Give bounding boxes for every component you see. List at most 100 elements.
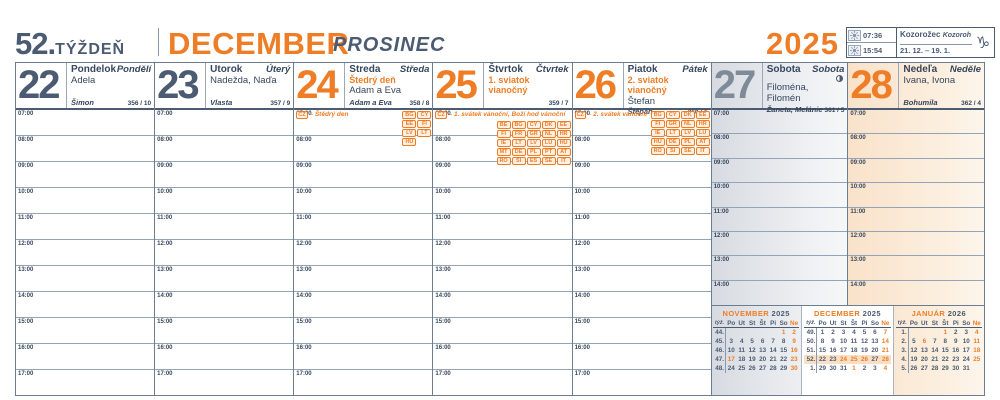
country-chip-SI: SI [665,147,680,155]
mini-cal-day: 6 [922,338,927,345]
alt-name-day-names: Vlasta [210,98,233,107]
hour-cell: 08:00 [155,135,294,161]
hour-label: 14:00 [18,293,34,299]
hour-cell: 13:00 [711,255,848,279]
hour-cell: 13:00 [294,265,433,291]
mini-cal-col-header: St [838,319,849,328]
country-code-chips: BG CY EE FI LV LT HU [402,111,432,146]
mini-cal-day [930,328,940,337]
mini-cal-day: 12 [748,347,756,354]
hour-cell: 08:00 [848,133,985,157]
day-name-sk: Štvrtok [488,64,523,75]
country-chip-AT: AT [556,148,571,157]
hour-cell: 10:00 [711,182,848,206]
hour-cell: 12:00 [848,230,985,255]
country-code-chips: BG CY DK EE FI GR NL HR IE LT LV LU HU DE PL AT RO SI SE IT [650,111,710,155]
mini-cal-col-header: Po [726,320,737,328]
hour-cell: 17:00 [294,369,433,395]
day-header-28: 28 Nedeľa Neděle Ivana, Ivona Bohumila 362 / … [848,63,985,110]
country-chip-PL: PL [526,148,541,157]
day-name-row: Nedeľa Neděle [903,64,981,75]
day-header-23: 23 Utorok Úterý Nadežda, Naďa Vlasta 357 / 9 [155,63,294,110]
mini-cal-day: 8 [781,338,786,345]
hour-label: 09:00 [18,163,34,169]
hour-label: 14:00 [435,293,451,299]
country-chip-LT: LT [417,129,432,137]
country-chip-CY: CY [665,111,680,119]
mini-cal-day: 11 [738,347,746,354]
mini-cal-day: 6 [760,338,765,345]
country-chip-DE: DE [665,138,680,146]
hour-cell: 11:00 [572,213,711,239]
hour-cell: 11:00 [155,213,294,239]
mini-cal-day: 20 [759,356,767,363]
day-name-row: Štvrtok Čtvrtek [488,64,568,75]
mini-calendar-title: JANUÁR 2026 [896,309,982,318]
hour-cell: 15:00 [433,317,572,343]
mini-calendars-panel: NOVEMBER 2025 týž. Po Ut St Št Pi So Ne 44. 1 2 45. 3… [711,305,984,395]
day-column-25: 25 Štvrtok Čtvrtek 1. sviatok vianočný 359 /… [432,63,572,395]
month-name-sk: DECEMBER [168,26,350,61]
country-chip-HU: HU [402,138,417,146]
mini-cal-week-number: 4. [896,355,909,364]
country-chip-SI: SI [511,157,526,166]
mini-cal-day: 17 [962,347,970,354]
mini-cal-col-header: týž. [895,320,909,328]
hour-label: 10:00 [18,189,34,195]
country-chip-LV: LV [526,139,541,148]
country-chip-GR: GR [665,120,680,128]
mini-cal-day: 23 [952,356,960,363]
mini-cal-day: 28 [880,355,891,364]
mini-cal-day: 29 [941,365,949,372]
hour-label: 11:00 [435,215,451,221]
mini-cal-day: 18 [850,347,858,354]
hour-label: 13:00 [435,267,451,273]
hour-cell: 14:00 [848,279,985,304]
hour-cell: 13:00 [572,265,711,291]
day-name-row: Utorok Úterý [210,64,290,75]
mini-cal-day: 28 [769,365,777,372]
country-chip-CY: CY [417,111,432,119]
mini-cal-day: 22 [817,355,828,364]
mini-calendar-year: 2025 [862,309,881,318]
mini-cal-col-header: Pi [859,319,870,328]
day-header-25: 25 Štvrtok Čtvrtek 1. sviatok vianočný 359 /… [433,63,572,110]
country-chip-RO: RO [650,147,665,155]
hour-grid-22: 07:00 08:00 09:00 10:00 11:00 12:00 13:00 14:00… [16,110,155,395]
mini-cal-day: 13 [920,347,928,354]
mini-cal-day: 24 [727,365,735,372]
mini-cal-col-header: St [746,319,758,328]
hour-cell: 14:00 [16,291,155,317]
zodiac-name-cz: Kozoroh [942,32,972,39]
day-of-year: 358 / 8 [409,100,430,107]
mini-cal-week-number: 51. [804,346,818,355]
hour-label: 15:00 [574,319,590,325]
country-chip-GR: GR [526,130,541,139]
country-chip-SE: SE [680,147,695,155]
mini-cal-day: 25 [973,356,981,363]
mini-cal-day: 20 [871,347,879,354]
name-day-names: Adam a Eva [349,85,402,97]
country-chip-DE: DE [511,148,526,157]
day-name-cz: Úterý [265,64,291,75]
mini-cal-day [736,328,746,337]
country-chip-DK: DK [541,121,556,130]
mini-cal-day: 15 [819,347,827,354]
mini-cal-day [747,328,757,337]
mini-cal-day: 16 [829,347,837,354]
mini-cal-day: 10 [962,338,970,345]
hour-label: 11:00 [18,215,34,221]
mini-calendar-year: 2025 [771,309,790,318]
country-chip-NL: NL [680,120,695,128]
mini-cal-day: 26 [859,355,870,364]
country-chip-IE: IE [496,139,511,148]
hour-cell: 16:00 [572,343,711,369]
hour-label: 08:00 [850,135,866,142]
mini-cal-day: 12 [910,347,918,354]
mini-cal-col-header: Po [817,320,828,328]
mini-calendar-grid: týž. Po Ut St Št Pi So Ne 49. 1 2 3 4 5 6 7 50. 8 9 10 11 12 1… [804,319,891,373]
header-divider [158,28,159,56]
hour-cell: 11:00 [294,213,433,239]
hour-grid-28: 07:00 08:00 09:00 10:00 11:00 12:00 13:00 14:00 [848,110,985,304]
country-chip-SE: SE [541,157,556,166]
